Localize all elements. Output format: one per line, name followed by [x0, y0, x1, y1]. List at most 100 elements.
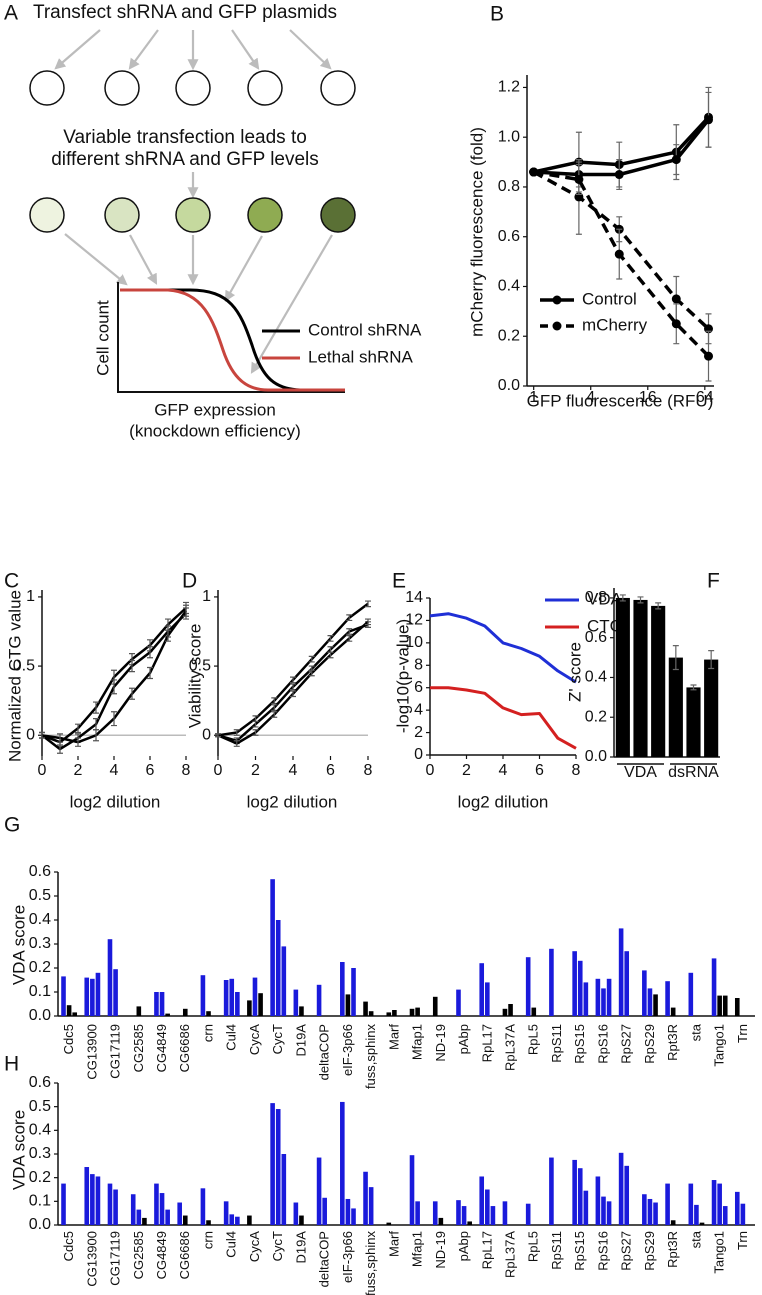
bar [182, 1008, 188, 1016]
bar [206, 1220, 211, 1225]
x-tick-label: 0 [426, 762, 435, 779]
category-label: CycA [247, 1024, 262, 1055]
bar [66, 1005, 72, 1016]
bar [90, 1174, 95, 1225]
cells-row [29, 197, 356, 233]
bar [386, 1222, 392, 1225]
panel-label: C [4, 570, 19, 593]
error-bar [252, 720, 259, 728]
point [704, 115, 714, 125]
error-bar [57, 733, 63, 743]
bar [525, 1203, 531, 1225]
bar [531, 1007, 537, 1016]
x-tick-label: 16 [639, 389, 657, 406]
category-label: Trn [735, 1024, 750, 1043]
bar [456, 1200, 461, 1225]
y-tick-label: 0 [26, 726, 35, 743]
bar [84, 1167, 90, 1225]
point [614, 249, 624, 259]
bar [229, 1214, 235, 1225]
category-label: fuss,sphinx [363, 1231, 378, 1295]
point [574, 174, 584, 184]
y-tick-label: 0.3 [29, 1145, 51, 1162]
category-label: RpS11 [549, 1231, 564, 1270]
bar [281, 946, 287, 1016]
bar [618, 928, 624, 1016]
y-tick-label: 0.6 [498, 228, 520, 245]
lethal-curve [120, 288, 345, 392]
error-bar [39, 731, 45, 739]
category-label: Rpt3R [665, 1024, 680, 1061]
bar [107, 1183, 113, 1225]
category-label: sta [688, 1023, 703, 1041]
category-label: CG4849 [154, 1024, 169, 1072]
bar [601, 988, 606, 1016]
bar [432, 996, 438, 1016]
bar [136, 1209, 142, 1225]
bar [206, 1011, 211, 1016]
arrows-bottom [64, 233, 333, 374]
error-bar [346, 614, 353, 622]
bar [235, 1216, 240, 1225]
bar [577, 960, 583, 1016]
y-axis-label: -log10(p-value) [393, 619, 412, 733]
error-bar [93, 701, 99, 714]
error-bar [111, 711, 117, 727]
legend-marker [552, 295, 562, 305]
bar [525, 957, 531, 1016]
category-label: crn [200, 1231, 215, 1249]
bar [275, 1109, 281, 1225]
bar [711, 1180, 717, 1225]
bar [136, 1006, 142, 1016]
y-tick-label: 0.4 [29, 1122, 51, 1139]
y-tick-label: 0.5 [29, 887, 51, 904]
bar [686, 687, 701, 757]
cell [247, 197, 283, 233]
error-bar [637, 596, 644, 604]
bar [647, 988, 653, 1016]
category-label: Tango1 [712, 1231, 727, 1274]
x-tick-label: 8 [572, 762, 581, 779]
group-label: VDA [624, 764, 657, 781]
cell [104, 70, 140, 106]
bar [270, 1103, 275, 1225]
arrow [250, 234, 333, 374]
bar [653, 1202, 658, 1225]
series-line [217, 602, 369, 737]
error-bar [215, 733, 221, 738]
cell [320, 70, 356, 106]
category-label: Mfap1 [410, 1024, 425, 1060]
bar [409, 1008, 415, 1016]
y-tick-label: 0.1 [29, 983, 51, 1000]
cell [320, 197, 356, 233]
bar [182, 1215, 188, 1225]
bar [583, 982, 589, 1016]
bar [72, 1012, 78, 1016]
bar [299, 1215, 304, 1225]
error-bar [619, 594, 626, 602]
y-tick-label: 0.0 [498, 377, 520, 394]
bar [438, 1217, 444, 1225]
bar [699, 1222, 705, 1225]
error-bar [75, 723, 81, 734]
x-axis-label: log2 dilution [458, 792, 549, 811]
cell [175, 70, 211, 106]
bar [95, 1176, 101, 1225]
bar [107, 939, 113, 1016]
x-tick-label: 64 [696, 389, 714, 406]
error-bar [308, 669, 315, 677]
category-label: D19A [293, 1231, 308, 1264]
category-label: RpS16 [595, 1024, 610, 1064]
bar [229, 978, 235, 1016]
error-bar [672, 645, 679, 671]
category-label: RpL37A [502, 1024, 517, 1071]
error-bar [365, 618, 371, 626]
category-label: RpL5 [526, 1024, 541, 1055]
bar [281, 1154, 287, 1225]
y-axis-label: Normalized CTG value [5, 590, 24, 762]
bar [235, 992, 240, 1016]
error-bar [690, 684, 697, 691]
x-tick-label: 2 [74, 762, 83, 779]
panel-label: B [490, 3, 504, 26]
error-bar [165, 629, 171, 642]
